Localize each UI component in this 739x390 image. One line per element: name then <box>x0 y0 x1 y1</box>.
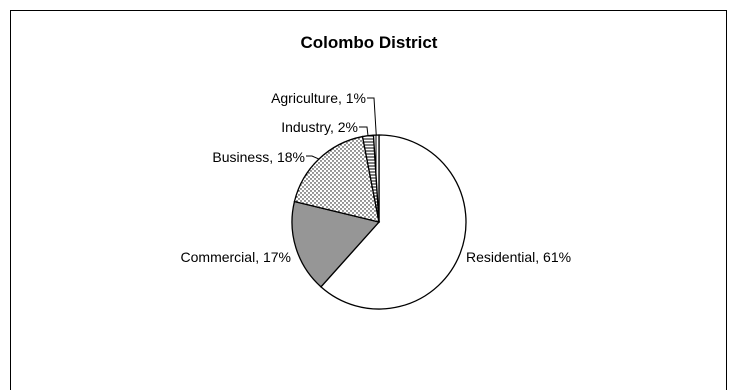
pie-slice-residential <box>320 134 467 310</box>
leader-line-business <box>306 155 320 160</box>
slice-label-industry: Industry, 2% <box>281 119 358 135</box>
slice-label-residential: Residential, 61% <box>466 249 571 265</box>
pie-slice-business <box>293 135 380 223</box>
chart-title: Colombo District <box>301 33 438 52</box>
leader-line-agriculture <box>367 97 377 136</box>
pie-slices <box>291 134 467 310</box>
label-leaders <box>306 97 377 160</box>
pie-slice-commercial <box>291 200 381 288</box>
leader-line-industry <box>359 126 369 136</box>
slice-label-business: Business, 18% <box>212 149 305 165</box>
pie-slice-agriculture <box>372 134 380 223</box>
slice-label-agriculture: Agriculture, 1% <box>271 90 366 106</box>
slice-label-commercial: Commercial, 17% <box>181 249 291 265</box>
